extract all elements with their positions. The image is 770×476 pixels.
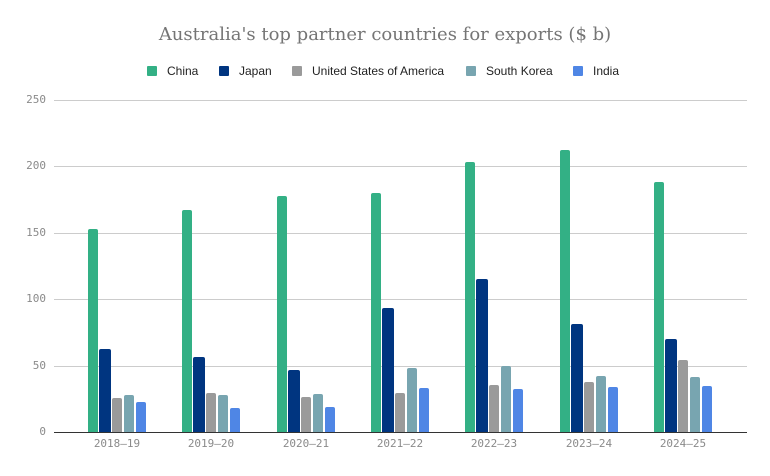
y-tick-label: 150 bbox=[26, 226, 46, 239]
bar[interactable] bbox=[560, 150, 570, 432]
legend-label: South Korea bbox=[486, 64, 553, 78]
legend-swatch-icon bbox=[466, 66, 476, 76]
y-tick-label: 50 bbox=[32, 359, 46, 372]
x-tick-label: 2018–19 bbox=[93, 437, 141, 450]
x-axis-line bbox=[54, 432, 747, 433]
chart-legend: China Japan United States of America Sou… bbox=[0, 62, 770, 80]
bar[interactable] bbox=[88, 229, 98, 432]
x-tick-label: 2019–20 bbox=[187, 437, 235, 450]
legend-item-japan[interactable]: Japan bbox=[219, 62, 272, 80]
bar[interactable] bbox=[584, 381, 594, 432]
bar[interactable] bbox=[419, 388, 429, 432]
bar[interactable] bbox=[230, 407, 240, 432]
bar[interactable] bbox=[99, 349, 111, 432]
bar[interactable] bbox=[690, 377, 700, 432]
bar[interactable] bbox=[382, 307, 394, 432]
bar[interactable] bbox=[193, 356, 205, 432]
bar[interactable] bbox=[407, 367, 417, 432]
legend-swatch-icon bbox=[573, 66, 583, 76]
bar[interactable] bbox=[136, 402, 146, 432]
legend-item-china[interactable]: China bbox=[147, 62, 198, 80]
bar[interactable] bbox=[371, 192, 381, 432]
bar[interactable] bbox=[124, 394, 134, 432]
bar[interactable] bbox=[395, 392, 405, 432]
bar[interactable] bbox=[654, 181, 664, 432]
x-tick-label: 2021–22 bbox=[376, 437, 424, 450]
legend-item-south-korea[interactable]: South Korea bbox=[466, 62, 553, 80]
legend-label: China bbox=[167, 64, 199, 78]
y-tick-label: 250 bbox=[26, 93, 46, 106]
x-tick-label: 2020–21 bbox=[282, 437, 330, 450]
bar[interactable] bbox=[702, 386, 712, 432]
bar[interactable] bbox=[678, 360, 688, 432]
gridline bbox=[54, 299, 747, 300]
bar[interactable] bbox=[665, 339, 677, 432]
bar[interactable] bbox=[218, 394, 228, 432]
bar[interactable] bbox=[206, 393, 216, 432]
x-tick-label: 2023–24 bbox=[565, 437, 613, 450]
gridline bbox=[54, 166, 747, 167]
bar[interactable] bbox=[465, 162, 475, 432]
legend-swatch-icon bbox=[147, 66, 157, 76]
legend-label: Japan bbox=[239, 64, 272, 78]
bar[interactable] bbox=[301, 396, 311, 432]
bar[interactable] bbox=[313, 394, 323, 432]
legend-item-usa[interactable]: United States of America bbox=[292, 62, 444, 80]
bar[interactable] bbox=[489, 384, 499, 432]
y-tick-label: 0 bbox=[39, 425, 46, 438]
bar[interactable] bbox=[513, 388, 523, 432]
bar[interactable] bbox=[325, 407, 335, 432]
gridline bbox=[54, 366, 747, 367]
bar[interactable] bbox=[112, 398, 122, 432]
legend-swatch-icon bbox=[292, 66, 302, 76]
bar[interactable] bbox=[501, 365, 511, 432]
legend-label: United States of America bbox=[312, 64, 445, 78]
bar[interactable] bbox=[596, 375, 606, 432]
gridline bbox=[54, 233, 747, 234]
y-tick-label: 200 bbox=[26, 159, 46, 172]
bar[interactable] bbox=[608, 386, 618, 432]
x-tick-label: 2024–25 bbox=[659, 437, 707, 450]
bar[interactable] bbox=[571, 324, 583, 432]
bar[interactable] bbox=[277, 196, 287, 432]
bar[interactable] bbox=[182, 209, 192, 432]
gridline bbox=[54, 100, 747, 101]
chart-title: Australia's top partner countries for ex… bbox=[158, 24, 612, 45]
legend-item-india[interactable]: India bbox=[573, 62, 619, 80]
y-tick-label: 100 bbox=[26, 292, 46, 305]
legend-label: India bbox=[593, 64, 620, 78]
legend-swatch-icon bbox=[219, 66, 229, 76]
bar[interactable] bbox=[476, 279, 488, 432]
bar[interactable] bbox=[288, 369, 300, 432]
x-tick-label: 2022–23 bbox=[470, 437, 518, 450]
